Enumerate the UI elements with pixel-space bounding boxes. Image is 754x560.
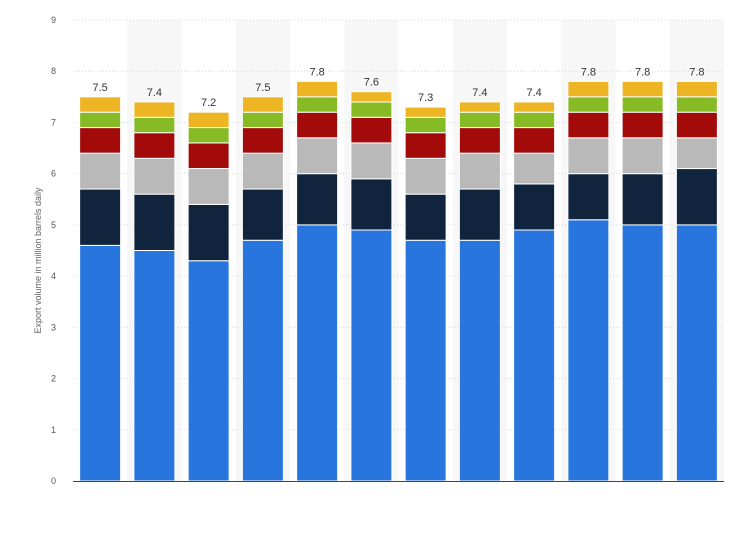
bar-segment [513, 111, 556, 129]
bar-segment [79, 152, 122, 190]
bar-segment [567, 111, 610, 139]
bar-total-label: 7.2 [201, 97, 216, 109]
bar-segment [621, 96, 664, 113]
gridlines [73, 19, 724, 431]
bar-segment [404, 193, 447, 241]
bar-segment [675, 80, 718, 98]
bar-total-label: 7.8 [635, 66, 650, 78]
bar-segment [675, 96, 718, 113]
bar-segment [241, 96, 284, 113]
bar-segment [567, 96, 610, 113]
bar-segment [296, 96, 339, 113]
y-tick-label: 9 [51, 15, 56, 25]
bar-segment [133, 193, 176, 251]
bar-segment [513, 127, 556, 154]
bar-segment [404, 106, 447, 118]
bar-segment [133, 116, 176, 134]
bar-segment [133, 101, 176, 118]
bar-segment [458, 111, 501, 129]
bar-total-label: 7.4 [472, 87, 487, 99]
bar-segment [675, 224, 718, 482]
bar-segment [621, 173, 664, 226]
bar-segment [296, 137, 339, 175]
y-axis-title: Export volume in million barrels daily [33, 187, 43, 334]
bar-segment [675, 111, 718, 139]
bar-segment [621, 137, 664, 175]
bar-segment [404, 116, 447, 134]
bar-segment [458, 152, 501, 190]
bar-total-label: 7.5 [92, 82, 107, 94]
bar-segment [187, 127, 230, 144]
bar-segment [458, 127, 501, 154]
bar-segment [350, 142, 393, 180]
bar-segment [187, 260, 230, 482]
bar-segment [513, 152, 556, 185]
bar-segment [79, 244, 122, 482]
bar-segment [79, 188, 122, 246]
bar-segment [187, 203, 230, 262]
total-labels: 7.5 7.4 7.2 7.5 7.8 7.6 7.3 7.4 7.4 7.8 7.8 7.8 [92, 66, 704, 109]
y-tick-label: 8 [51, 66, 56, 76]
y-tick-label: 4 [51, 271, 56, 281]
bar-segment [296, 173, 339, 226]
bar-segment [458, 101, 501, 113]
bar-segment [404, 132, 447, 159]
bar-segment [133, 157, 176, 195]
bar-segment [133, 132, 176, 159]
y-tick-label: 2 [51, 374, 56, 384]
bar-segment [621, 111, 664, 139]
bar-total-label: 7.5 [255, 82, 270, 94]
bar-total-label: 7.8 [581, 66, 596, 78]
bar-segment [675, 168, 718, 226]
bar-segment [675, 137, 718, 170]
bar-segment [350, 101, 393, 118]
bar-segment [241, 111, 284, 129]
y-tick-label: 0 [51, 476, 56, 486]
bar-total-label: 7.8 [689, 66, 704, 78]
bar-segment [567, 80, 610, 98]
bar-segment [404, 157, 447, 195]
bar-segment [79, 127, 122, 154]
bar-total-label: 7.6 [364, 77, 379, 89]
bar-segment [241, 188, 284, 241]
bar-segment [621, 80, 664, 98]
bar-segment [187, 111, 230, 129]
bar-segment [404, 239, 447, 482]
bar-segment [567, 137, 610, 175]
bar-segment [350, 178, 393, 231]
bar-segment [241, 152, 284, 190]
bar-segment [567, 219, 610, 482]
bar-segment [458, 188, 501, 241]
bar-segment [187, 168, 230, 205]
y-tick-label: 7 [51, 117, 56, 127]
bar-segment [187, 142, 230, 170]
bar-segment [350, 91, 393, 103]
bar-segment [79, 111, 122, 129]
y-tick-label: 3 [51, 322, 56, 332]
bar-segment [567, 173, 610, 221]
bar-segment [133, 250, 176, 482]
bar-segment [296, 80, 339, 98]
bar-segment [350, 229, 393, 482]
bar-segment [350, 116, 393, 144]
bar-segment [79, 96, 122, 113]
bar-segment [513, 229, 556, 482]
y-axis-ticks: 0 1 2 3 4 5 6 7 8 9 [51, 15, 56, 486]
bar-segment [513, 183, 556, 231]
bar-total-label: 7.8 [309, 66, 324, 78]
y-tick-label: 6 [51, 169, 56, 179]
bar-segment [296, 111, 339, 139]
y-tick-label: 1 [51, 425, 56, 435]
bar-total-label: 7.3 [418, 92, 433, 104]
bar-segment [458, 239, 501, 482]
bar-segment [241, 239, 284, 482]
bar-segment [241, 127, 284, 154]
bar-segment [296, 224, 339, 482]
bar-segment [621, 224, 664, 482]
bar-total-label: 7.4 [147, 87, 162, 99]
y-tick-label: 5 [51, 220, 56, 230]
bar-total-label: 7.4 [526, 87, 541, 99]
bar-segment [513, 101, 556, 113]
